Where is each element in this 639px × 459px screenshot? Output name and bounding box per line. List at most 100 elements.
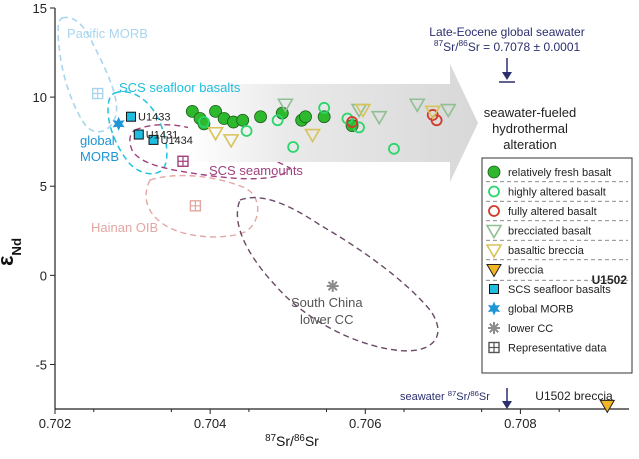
x-tick-label: 0.704 [194, 416, 227, 431]
legend-items: relatively fresh basalt highly altered ba… [485, 165, 628, 355]
series-global-morb [112, 116, 125, 131]
y-tick-label: 5 [40, 179, 47, 194]
legend-symbol-representative-data [488, 341, 500, 354]
late-eocene-value-label: 87Sr/86Sr = 0.7078 ± 0.0001 [434, 38, 581, 54]
point-relatively-fresh-basalt [317, 110, 331, 124]
legend-label-basaltic-breccia: basaltic breccia [508, 245, 585, 257]
series-lower-cc [326, 280, 339, 293]
series-fully-altered-basalt [346, 109, 443, 128]
legend-label-scs-seafloor-basalts: SCS seafloor basalts [508, 284, 611, 296]
legend-symbol-breccia [486, 264, 502, 278]
legend-marker-scs-seafloor-basalts [489, 284, 499, 294]
point-lower-cc [326, 280, 339, 293]
point-highly-altered-basalt [271, 114, 284, 127]
axes: 0.702 0.704 0.706 0.708 15 10 5 0 -5 [33, 1, 629, 431]
legend-marker-relatively-fresh-basalt [487, 165, 501, 179]
late-eocene-seawater-label: Late-Eocene global seawater [429, 25, 584, 39]
legend-symbol-lower-cc [488, 322, 500, 334]
legend-symbol-brecciated-basalt [485, 224, 503, 240]
point-label-u1433: U1433 [138, 112, 170, 124]
series-basaltic-breccia [207, 103, 442, 149]
hainan-oib-field [145, 174, 259, 238]
point-label-u1431: U1431 [146, 130, 178, 142]
legend-label-relatively-fresh-basalt: relatively fresh basalt [508, 167, 611, 179]
point-fully-altered-basalt [430, 114, 443, 127]
legend-symbol-global-morb [487, 301, 501, 316]
legend-marker-lower-cc [488, 322, 500, 334]
scs-seafloor-label: SCS seafloor basalts [119, 80, 241, 95]
point-brecciated-basalt [408, 98, 426, 113]
global-morb-label-line1: global [80, 133, 115, 148]
point-basaltic-breccia [424, 105, 442, 120]
south-china-label-line2: lower CC [300, 312, 353, 327]
legend-symbol-basaltic-breccia [485, 244, 503, 259]
seawater-bottom-arrow [502, 388, 512, 409]
point-global-morb [112, 116, 125, 131]
legend-label-fully-altered-basalt: fully altered basalt [508, 206, 597, 218]
point-scs-seafloor-basalts [126, 111, 137, 122]
point-basaltic-breccia [222, 134, 240, 149]
series-highly-altered-basalt [198, 101, 400, 155]
legend-title: U1502 [592, 273, 628, 287]
legend-marker-highly-altered-basalt [488, 185, 500, 198]
point-highly-altered-basalt [318, 101, 331, 114]
alteration-text-line1: seawater-fueled [484, 105, 577, 120]
south-china-label-line1: South China [291, 295, 363, 310]
point-basaltic-breccia [354, 103, 372, 119]
alteration-text-line2: hydrothermal [492, 121, 568, 136]
y-tick-label: 10 [33, 90, 47, 105]
point-fully-altered-basalt [346, 116, 358, 128]
point-representative-data [91, 87, 104, 100]
point-label-u1434: U1434 [161, 135, 193, 147]
seawater-bottom-label: seawater 87Sr/86Sr [400, 389, 490, 404]
x-axis-title: 87Sr/86Sr [265, 433, 319, 450]
legend-marker-global-morb [487, 301, 501, 316]
hainan-oib-label: Hainan OIB [91, 220, 158, 235]
legend-marker-representative-data [488, 341, 500, 354]
point-representative-data [177, 155, 189, 167]
point-basaltic-breccia [207, 126, 224, 142]
y-tick-label: 15 [33, 1, 47, 16]
legend-label-breccia: breccia [508, 265, 544, 277]
scs-seafloor-field [107, 91, 168, 175]
south-china-lower-cc-field [236, 196, 439, 352]
point-brecciated-basalt [439, 103, 457, 119]
legend-label-global-morb: global MORB [508, 304, 573, 316]
pacific-morb-field [57, 16, 118, 133]
y-tick-label: 0 [40, 268, 47, 283]
point-relatively-fresh-basalt [299, 110, 312, 124]
data-marks [91, 87, 616, 414]
legend-symbol-fully-altered-basalt [488, 205, 500, 217]
series-scs-seafloor-basalts [126, 111, 159, 145]
legend-marker-brecciated-basalt [485, 224, 503, 240]
legend-symbol-scs-seafloor-basalts [489, 284, 499, 294]
field-areas [57, 16, 439, 352]
y-tick-label: -5 [35, 357, 47, 372]
x-tick-label: 0.702 [39, 416, 72, 431]
point-basaltic-breccia [304, 128, 321, 144]
point-highly-altered-basalt [198, 116, 210, 128]
point-relatively-fresh-basalt [209, 104, 222, 118]
x-tick-label: 0.708 [504, 416, 537, 431]
legend: U1502 relatively fresh basalt highly alte… [481, 157, 633, 374]
legend-label-brecciated-basalt: brecciated basalt [508, 226, 591, 238]
u1502-breccia-label: U1502 breccia [535, 389, 613, 403]
point-scs-seafloor-basalts [148, 134, 159, 145]
late-eocene-arrow [499, 58, 515, 83]
series-breccia [599, 399, 616, 414]
scs-seamounts-label: SCS seamounts [209, 163, 303, 178]
legend-label-highly-altered-basalt: highly altered basalt [508, 187, 606, 199]
point-relatively-fresh-basalt [236, 113, 250, 127]
pacific-morb-label: Pacific MORB [67, 26, 148, 41]
point-breccia [599, 399, 616, 414]
point-relatively-fresh-basalt [254, 110, 267, 124]
legend-marker-fully-altered-basalt [488, 205, 500, 217]
legend-symbol-highly-altered-basalt [488, 185, 500, 198]
legend-label-representative-data: Representative data [508, 343, 607, 355]
legend-label-lower-cc: lower CC [508, 323, 553, 335]
point-highly-altered-basalt [287, 141, 300, 153]
alteration-text-line3: alteration [503, 137, 556, 152]
legend-marker-basaltic-breccia [485, 244, 503, 259]
